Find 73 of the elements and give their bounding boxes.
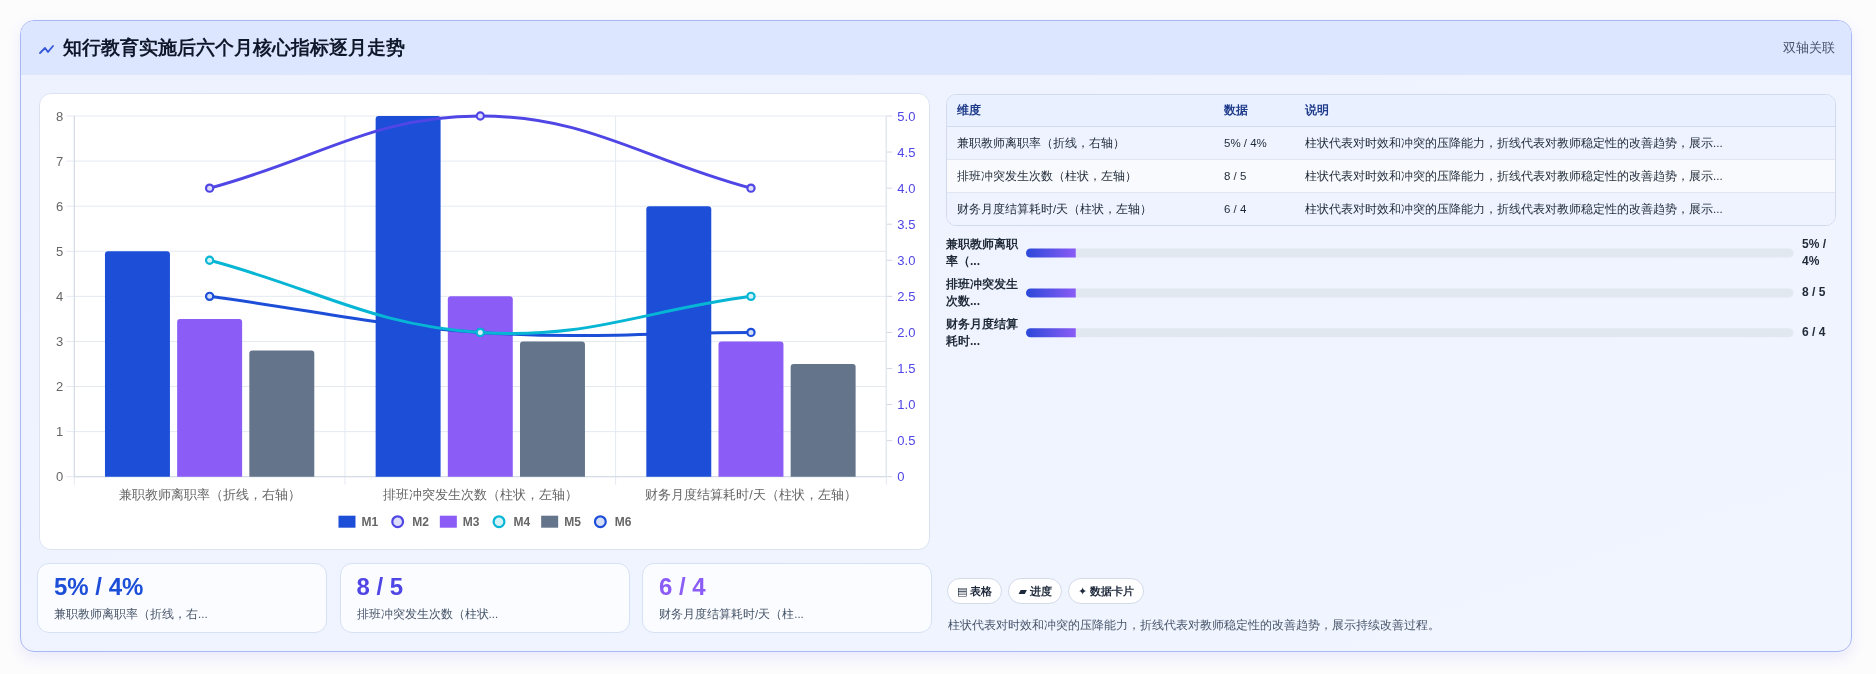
point bbox=[475, 111, 485, 121]
bar bbox=[249, 350, 315, 477]
y2-tick-label: 1.0 bbox=[897, 397, 916, 413]
category-label: ✦ 数据卡片 bbox=[1067, 578, 1145, 604]
y-tick-label: 6 bbox=[56, 198, 64, 214]
text: 8 / 5 bbox=[1224, 169, 1247, 184]
text: 8 / 5 bbox=[1802, 284, 1826, 302]
text: 8 / 5 bbox=[356, 572, 404, 602]
y-tick-label: 兼职教师离职率（... bbox=[946, 236, 1019, 270]
point bbox=[204, 255, 215, 265]
point bbox=[204, 183, 215, 193]
y-tick-label: 2 bbox=[56, 379, 64, 395]
text: 财务月度结算耗时/天（柱... bbox=[659, 607, 804, 622]
x-tick-label: 兼职教师离职率（折线，右轴） bbox=[118, 487, 301, 502]
text: 5% / 4% bbox=[54, 572, 144, 602]
text: 柱状代表对时效和冲突的压降能力，折线代表对教师稳定性的改善趋势，展示... bbox=[1305, 169, 1723, 184]
legend-label: M2 bbox=[412, 514, 430, 529]
y-tick-label: 0 bbox=[56, 469, 64, 485]
y-tick-label: 5 bbox=[56, 243, 64, 259]
point bbox=[746, 183, 756, 193]
y-tick-label: 1 bbox=[56, 424, 64, 440]
y2-tick-label: 4.0 bbox=[897, 180, 916, 196]
y-tick-label: 财务月度结算耗时... bbox=[946, 315, 1019, 350]
y2-tick-label: 0 bbox=[897, 469, 905, 485]
bar bbox=[790, 363, 856, 477]
text: 兼职教师离职率（折线，右轴） bbox=[957, 136, 1125, 151]
x-tick-label: 财务月度结算耗时/天（柱状，左轴） bbox=[645, 487, 857, 502]
point bbox=[746, 327, 756, 338]
text: 柱状代表对时效和冲突的压降能力，折线代表对教师稳定性的改善趋势，展示持续改善过程。 bbox=[948, 617, 1440, 634]
legend-label: M3 bbox=[462, 514, 480, 529]
text: 6 / 4 bbox=[659, 572, 706, 602]
legend-label: M6 bbox=[614, 514, 632, 529]
point bbox=[746, 291, 756, 302]
x-tick-label: 排班冲突发生次数（柱状，左轴） bbox=[382, 488, 578, 502]
y2-tick-label: 3.5 bbox=[897, 216, 916, 232]
legend-label: M4 bbox=[513, 514, 531, 529]
y2-tick-label: 2.0 bbox=[897, 324, 916, 340]
category-label: ▰ 进度 bbox=[1008, 578, 1062, 604]
legend-label: M1 bbox=[361, 514, 379, 529]
text: 排班冲突发生次数（柱状... bbox=[356, 607, 499, 622]
bar bbox=[447, 296, 513, 477]
y2-tick-label: 2.5 bbox=[897, 288, 916, 304]
text: 5% / 4% bbox=[1802, 236, 1827, 270]
y-tick-label: 8 bbox=[56, 108, 64, 124]
category-label: 维度 bbox=[957, 102, 981, 118]
y2-tick-label: 5.0 bbox=[897, 108, 916, 124]
y-tick-label: 7 bbox=[56, 153, 64, 169]
text: 柱状代表对时效和冲突的压降能力，折线代表对教师稳定性的改善趋势，展示... bbox=[1305, 136, 1723, 151]
y2-tick-label: 0.5 bbox=[897, 433, 916, 449]
y2-tick-label: 3.0 bbox=[897, 252, 916, 268]
y2-tick-label: 4.5 bbox=[897, 144, 916, 160]
text: 6 / 4 bbox=[1802, 324, 1826, 342]
bar bbox=[718, 341, 784, 477]
text: 6 / 4 bbox=[1224, 202, 1247, 217]
bar bbox=[104, 251, 170, 477]
text: 财务月度结算耗时/天（柱状，左轴） bbox=[957, 202, 1153, 217]
text: 5% / 4% bbox=[1224, 136, 1267, 151]
text: 双轴关联 bbox=[1783, 39, 1835, 57]
text: 兼职教师离职率（折线，右... bbox=[54, 607, 208, 622]
category-label: 说明 bbox=[1305, 103, 1329, 118]
bar bbox=[177, 318, 243, 477]
y-tick-label: 排班冲突发生次数... bbox=[946, 275, 1019, 310]
point bbox=[204, 291, 215, 302]
text: 排班冲突发生次数（柱状，左轴） bbox=[957, 169, 1137, 184]
category-label: 数据 bbox=[1224, 103, 1248, 118]
y-tick-label: 4 bbox=[56, 288, 64, 304]
category-label: ▤ 表格 bbox=[947, 578, 1003, 604]
y-tick-label: 3 bbox=[56, 333, 64, 349]
y2-tick-label: 1.5 bbox=[897, 360, 916, 376]
legend-label: M5 bbox=[564, 514, 582, 529]
text: 知行教育实施后六个月核心指标逐月走势 bbox=[63, 36, 405, 60]
text: 柱状代表对时效和冲突的压降能力，折线代表对教师稳定性的改善趋势，展示... bbox=[1305, 202, 1723, 217]
bar bbox=[520, 341, 585, 477]
